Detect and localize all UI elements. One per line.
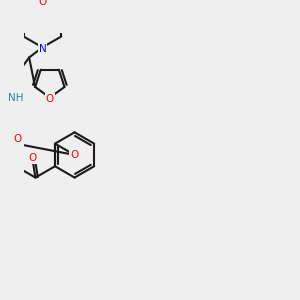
Text: NH: NH [8,93,24,103]
Text: O: O [28,153,37,163]
Text: O: O [14,134,22,144]
Text: O: O [70,150,79,160]
Text: N: N [38,44,46,54]
Text: O: O [38,0,46,8]
Text: O: O [46,94,54,104]
